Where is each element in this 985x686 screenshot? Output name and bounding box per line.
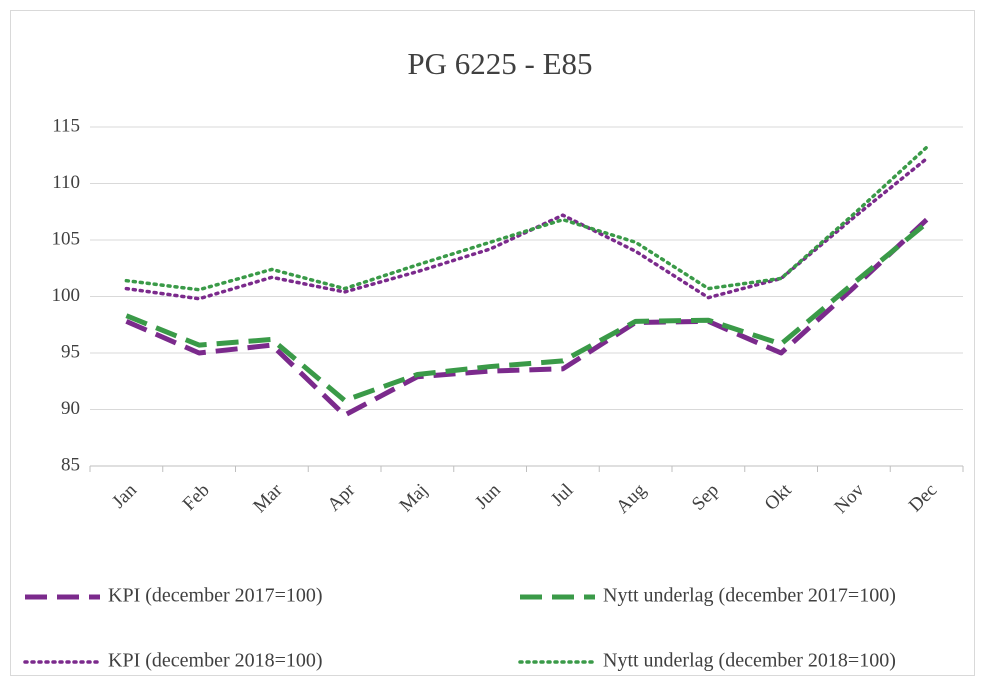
y-tick-label: 110	[52, 172, 80, 193]
chart-border	[10, 10, 975, 676]
y-tick-label: 100	[52, 285, 81, 306]
chart-title: PG 6225 - E85	[407, 46, 592, 81]
y-tick-label: 105	[52, 228, 81, 249]
legend-label: KPI (december 2017=100)	[108, 585, 323, 607]
y-tick-label: 115	[52, 115, 80, 136]
series-line	[125, 221, 929, 403]
y-tick-label: 95	[61, 341, 80, 362]
legend-label: Nytt underlag (december 2018=100)	[603, 650, 896, 672]
series-line	[125, 217, 929, 418]
y-tick-label: 90	[61, 398, 80, 419]
series-line	[124, 145, 929, 292]
legend-label: KPI (december 2018=100)	[108, 650, 323, 672]
legend-label: Nytt underlag (december 2017=100)	[603, 585, 896, 607]
y-tick-label: 85	[61, 454, 80, 475]
